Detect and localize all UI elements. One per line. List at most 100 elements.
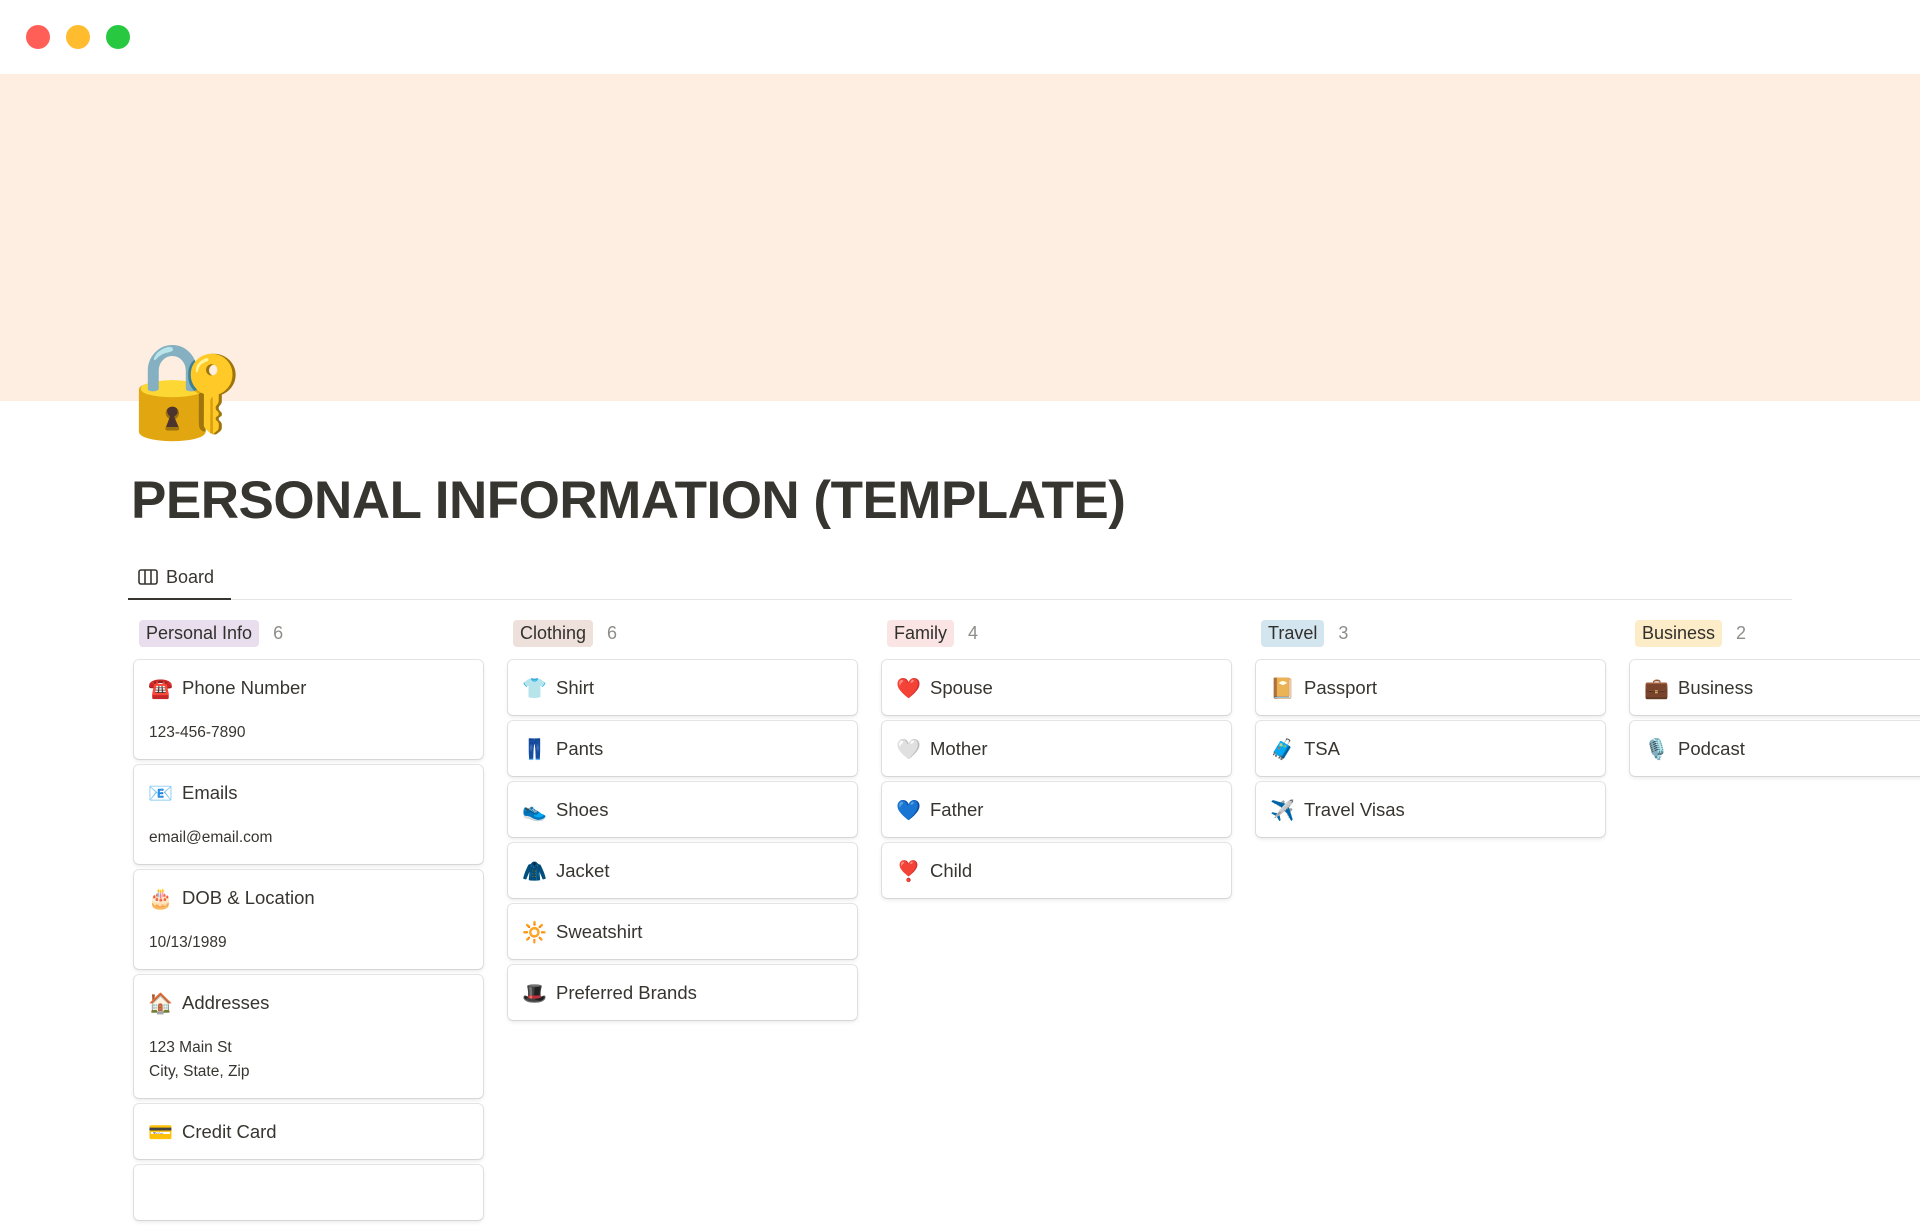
card-title: 🧳 TSA xyxy=(1270,736,1591,762)
board-card[interactable]: 🤍 Mother xyxy=(882,721,1231,776)
card-title-text: Addresses xyxy=(182,992,270,1013)
card-title: 🎙️ Podcast xyxy=(1644,736,1920,762)
card-title: 📧 Emails xyxy=(148,780,469,806)
group-count: 6 xyxy=(607,622,618,643)
card-title-text: Credit Card xyxy=(182,1121,277,1142)
board-card[interactable]: 📔 Passport xyxy=(1256,660,1605,715)
page-title[interactable]: PERSONAL INFORMATION (TEMPLATE) xyxy=(131,471,1126,530)
card-emoji-icon: 💳 xyxy=(148,1121,173,1144)
group-count: 3 xyxy=(1338,622,1349,643)
window-controls xyxy=(26,25,130,49)
card-property: 123-456-7890 xyxy=(148,721,469,745)
card-title-text: Podcast xyxy=(1678,738,1745,759)
board-card[interactable]: 🏠 Addresses 123 Main St City, State, Zip xyxy=(134,975,483,1098)
tab-label: Board xyxy=(166,566,215,587)
card-title-text: Child xyxy=(930,860,973,881)
board-column: Family 4 ❤️ Spouse 🤍 Mother 💙 Father ❣️ Child xyxy=(882,616,1231,1226)
board-card[interactable]: 👟 Shoes xyxy=(508,782,857,837)
card-emoji-icon: ❤️ xyxy=(896,677,921,700)
board-card[interactable]: 👕 Shirt xyxy=(508,660,857,715)
card-title-text: Spouse xyxy=(930,677,993,698)
column-header[interactable]: Travel 3 xyxy=(1256,616,1605,650)
card-title: 🔆 Sweatshirt xyxy=(522,919,843,945)
card-title: 📔 Passport xyxy=(1270,675,1591,701)
board-card[interactable]: 🎂 DOB & Location 10/13/1989 xyxy=(134,870,483,969)
card-emoji-icon: 🎙️ xyxy=(1644,738,1669,761)
view-tabs: Board xyxy=(128,556,1792,600)
card-title-text: TSA xyxy=(1304,738,1340,759)
card-title-text: Emails xyxy=(182,782,238,803)
card-emoji-icon: 💙 xyxy=(896,799,921,822)
column-header[interactable]: Personal Info 6 xyxy=(134,616,483,650)
card-emoji-icon: 👕 xyxy=(522,677,547,700)
card-title-text: Mother xyxy=(930,738,988,759)
card-title-text: Jacket xyxy=(556,860,610,881)
card-emoji-icon: ☎️ xyxy=(148,677,173,700)
property-line: email@email.com xyxy=(149,829,273,846)
lock-key-icon[interactable]: 🔐 xyxy=(130,340,245,442)
board-card[interactable]: 🧳 TSA xyxy=(1256,721,1605,776)
board-card[interactable]: 🎙️ Podcast xyxy=(1630,721,1920,776)
group-tag: Clothing xyxy=(513,619,594,647)
board-card[interactable]: ❤️ Spouse xyxy=(882,660,1231,715)
card-property: 10/13/1989 xyxy=(148,931,469,955)
card-emoji-icon: 🎩 xyxy=(522,982,547,1005)
page-cover[interactable] xyxy=(0,74,1920,401)
card-title-text: DOB & Location xyxy=(182,887,315,908)
card-title-text: Passport xyxy=(1304,677,1378,698)
card-title: ❣️ Child xyxy=(896,858,1217,884)
board-card[interactable]: 🎩 Preferred Brands xyxy=(508,965,857,1020)
card-emoji-icon: 👟 xyxy=(522,799,547,822)
board-column: Travel 3 📔 Passport 🧳 TSA ✈️ Travel Visas xyxy=(1256,616,1605,1226)
board-card[interactable]: 📧 Emails email@email.com xyxy=(134,765,483,864)
card-title: 👖 Pants xyxy=(522,736,843,762)
card-title-text: Shirt xyxy=(556,677,595,698)
board: Personal Info 6 ☎️ Phone Number 123-456-7890… xyxy=(134,616,1920,1226)
card-emoji-icon: ❣️ xyxy=(896,860,921,883)
board-card[interactable]: 🔆 Sweatshirt xyxy=(508,904,857,959)
property-line: 123 Main St xyxy=(149,1039,232,1056)
board-icon xyxy=(138,569,158,585)
card-title-text: Preferred Brands xyxy=(556,982,697,1003)
board-card[interactable]: ☎️ Phone Number 123-456-7890 xyxy=(134,660,483,759)
card-title: 🧥 Jacket xyxy=(522,858,843,884)
card-property: email@email.com xyxy=(148,826,469,850)
card-title: ☎️ Phone Number xyxy=(148,675,469,701)
card-emoji-icon: 🧥 xyxy=(522,860,547,883)
group-tag: Travel xyxy=(1261,619,1325,647)
minimize-button[interactable] xyxy=(66,25,90,49)
board-card[interactable]: ❣️ Child xyxy=(882,843,1231,898)
board-card[interactable]: 💼 Business xyxy=(1630,660,1920,715)
card-title: 💼 Business xyxy=(1644,675,1920,701)
card-emoji-icon: ✈️ xyxy=(1270,799,1295,822)
card-title: ❤️ Spouse xyxy=(896,675,1217,701)
group-count: 6 xyxy=(273,622,284,643)
board-card[interactable] xyxy=(134,1165,483,1220)
group-tag: Business xyxy=(1635,619,1723,647)
card-title: 🤍 Mother xyxy=(896,736,1217,762)
column-header[interactable]: Business 2 xyxy=(1630,616,1920,650)
group-tag: Personal Info xyxy=(139,619,260,647)
card-title-text: Pants xyxy=(556,738,604,759)
board-card[interactable]: 🧥 Jacket xyxy=(508,843,857,898)
board-card[interactable]: ✈️ Travel Visas xyxy=(1256,782,1605,837)
card-emoji-icon: 🎂 xyxy=(148,887,173,910)
card-title: 💳 Credit Card xyxy=(148,1119,469,1145)
card-title: 🎩 Preferred Brands xyxy=(522,980,843,1006)
card-emoji-icon: 💼 xyxy=(1644,677,1669,700)
board-column: Clothing 6 👕 Shirt 👖 Pants 👟 Shoes 🧥 Jacket 🔆 Sweat… xyxy=(508,616,857,1226)
card-title: ✈️ Travel Visas xyxy=(1270,797,1591,823)
board-card[interactable]: 💙 Father xyxy=(882,782,1231,837)
tab-board[interactable]: Board xyxy=(128,556,231,600)
column-header[interactable]: Family 4 xyxy=(882,616,1231,650)
card-emoji-icon: 📔 xyxy=(1270,677,1295,700)
card-emoji-icon: 👖 xyxy=(522,738,547,761)
card-title-text: Business xyxy=(1678,677,1754,698)
card-title-text: Shoes xyxy=(556,799,609,820)
maximize-button[interactable] xyxy=(106,25,130,49)
board-card[interactable]: 👖 Pants xyxy=(508,721,857,776)
column-header[interactable]: Clothing 6 xyxy=(508,616,857,650)
card-title-text: Travel Visas xyxy=(1304,799,1405,820)
board-card[interactable]: 💳 Credit Card xyxy=(134,1104,483,1159)
close-button[interactable] xyxy=(26,25,50,49)
